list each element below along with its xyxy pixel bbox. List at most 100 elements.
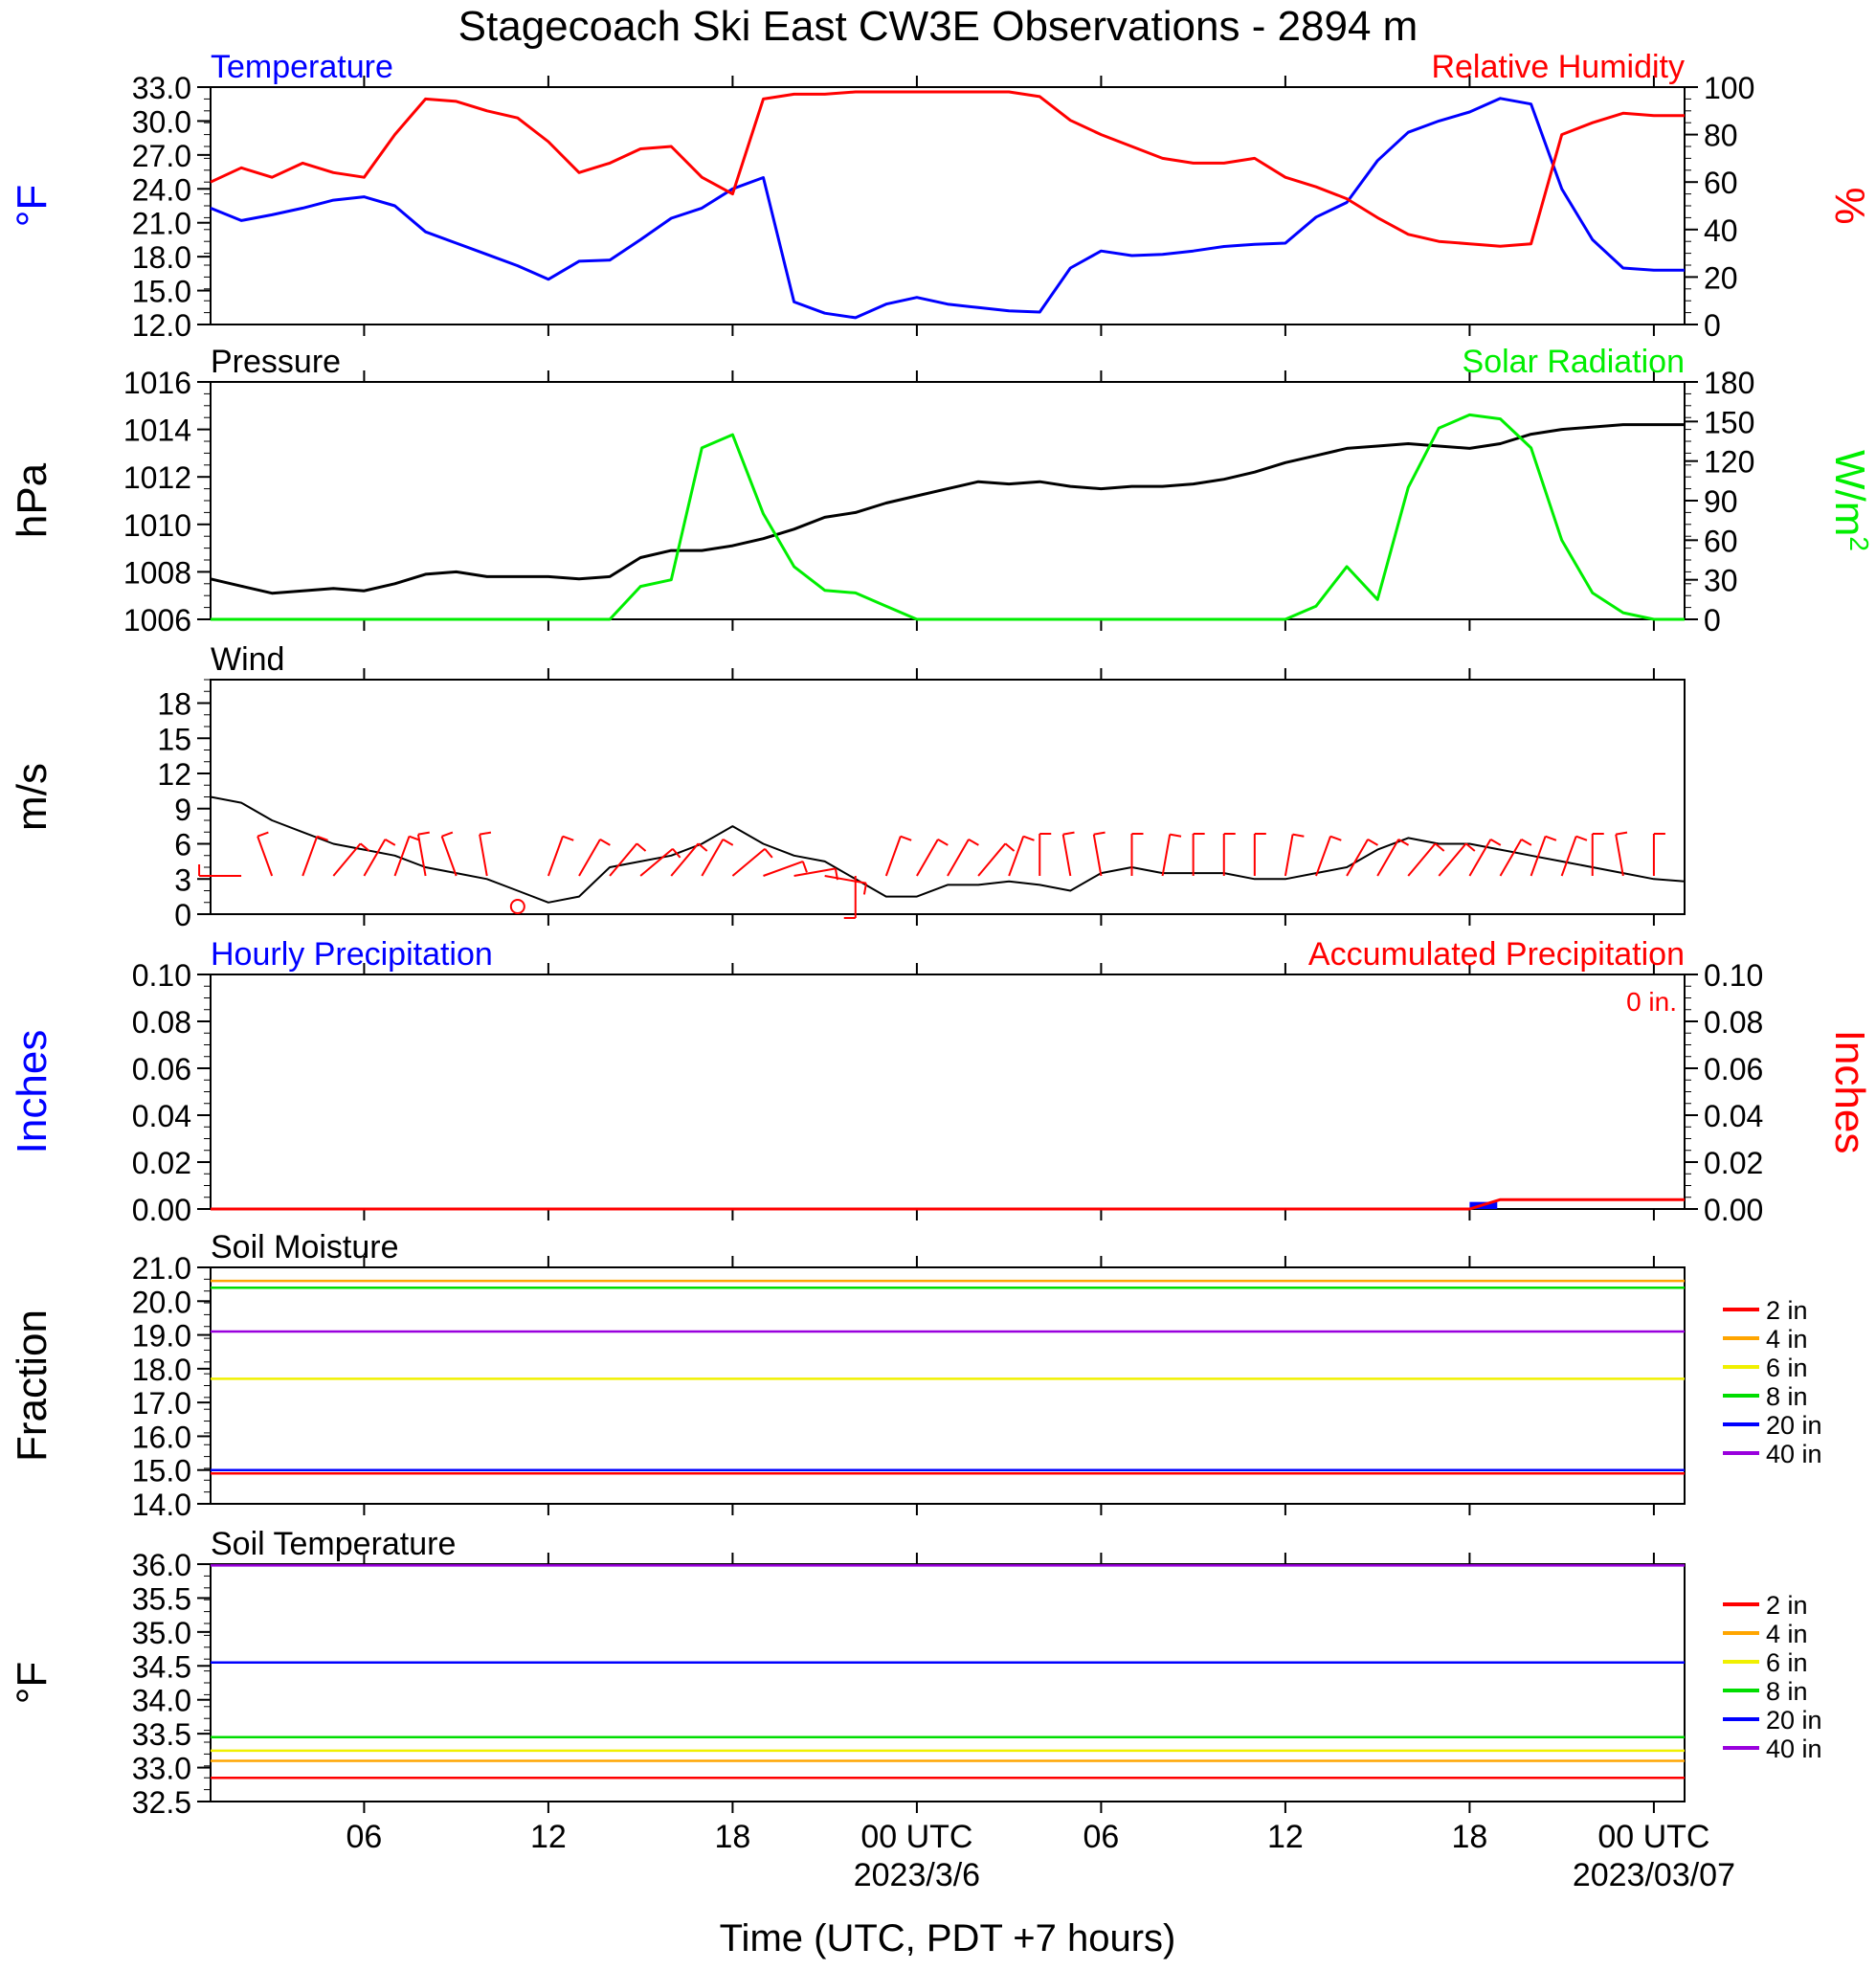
y-axis-label-left: hPa xyxy=(9,462,56,538)
time-tick-label: 06 xyxy=(1083,1819,1120,1855)
y-tick-label: 60 xyxy=(1704,524,1738,558)
y-tick-label: 24.0 xyxy=(132,172,191,207)
wind-barb xyxy=(977,842,1007,877)
y-tick-label: 17.0 xyxy=(132,1386,191,1421)
panel-title-left: Pressure xyxy=(211,344,341,380)
accumulated-total-label: 0 in. xyxy=(1626,987,1677,1017)
y-axis-label-right: Inches xyxy=(1826,1030,1873,1154)
legend-label: 8 in xyxy=(1766,1382,1808,1411)
wind-barb xyxy=(302,836,319,877)
wind-barb-flag xyxy=(316,835,328,841)
wind-barb-flag xyxy=(1022,835,1035,841)
y-tick-label: 0.10 xyxy=(1704,958,1763,993)
y-tick-label: 0.06 xyxy=(1704,1052,1763,1086)
series-temperature xyxy=(210,97,1685,320)
panel-title-right: Relative Humidity xyxy=(1431,49,1685,85)
y-tick-label: 12.0 xyxy=(132,308,191,343)
wind-barb-flag xyxy=(599,839,611,846)
panel-title-left: Hourly Precipitation xyxy=(211,936,493,973)
time-axis: Time (UTC, PDT +7 hours) 06 12 18 00 UTC 06 1… xyxy=(346,1819,1735,1959)
chart-title: Stagecoach Ski East CW3E Observations - … xyxy=(458,3,1418,50)
legend-label: 4 in xyxy=(1766,1325,1808,1354)
wind-barb xyxy=(547,836,564,877)
legend-label: 20 in xyxy=(1766,1411,1822,1440)
wind-barb-flag xyxy=(1545,835,1557,841)
wind-barb xyxy=(609,842,638,877)
y-tick-label: 1016 xyxy=(123,366,191,400)
panel-title-right: Accumulated Precipitation xyxy=(1308,936,1685,973)
wind-barb xyxy=(731,847,766,877)
wind-barb-flag xyxy=(1397,839,1410,846)
wind-barb xyxy=(393,836,411,877)
y-tick-label: 9 xyxy=(174,793,191,827)
wind-barb-flag xyxy=(722,839,734,846)
wind-barb-flag xyxy=(636,842,647,852)
wind-barb-flag xyxy=(862,883,867,895)
wind-barb xyxy=(578,839,601,877)
time-tick-label: 18 xyxy=(1452,1819,1488,1855)
wind-barb xyxy=(1092,834,1103,877)
legend-label: 4 in xyxy=(1766,1620,1808,1648)
wind-barb xyxy=(884,836,902,877)
y-axis-label-left: °F xyxy=(9,1662,56,1704)
wind-barb xyxy=(1560,836,1577,877)
y-tick-label: 0.04 xyxy=(132,1099,191,1133)
wind-barb xyxy=(1008,836,1025,877)
panel-title-left: Soil Temperature xyxy=(211,1526,456,1562)
wind-barb-flag xyxy=(1062,831,1075,836)
wind-barb-flag xyxy=(1616,831,1628,836)
series-solar-radiation xyxy=(211,413,1685,621)
wind-barb-flag xyxy=(1292,833,1305,838)
y-tick-label: 15 xyxy=(157,722,191,756)
wind-barb-flag xyxy=(672,848,681,859)
y-tick-label: 180 xyxy=(1704,366,1754,400)
y-tick-label: 1006 xyxy=(123,603,191,638)
panel-title-right: Solar Radiation xyxy=(1463,344,1685,380)
wind-barb xyxy=(1161,834,1172,877)
wind-barb-flag xyxy=(1521,839,1532,846)
wind-barb-flag xyxy=(1464,842,1476,852)
y-tick-label: 0.00 xyxy=(132,1193,191,1227)
wind-barb-flag xyxy=(562,835,574,841)
y-tick-label: 33.0 xyxy=(132,1752,191,1786)
y-tick-label: 0.10 xyxy=(132,958,191,993)
legend-label: 20 in xyxy=(1766,1706,1822,1735)
y-tick-label: 80 xyxy=(1704,119,1738,153)
y-tick-label: 36.0 xyxy=(132,1548,191,1582)
date-label: 2023/03/07 xyxy=(1573,1857,1735,1893)
y-tick-label: 27.0 xyxy=(132,139,191,173)
wind-barb-calm xyxy=(509,899,525,914)
wind-barb xyxy=(947,839,970,877)
panel-temp_rh: 12.015.018.021.024.027.030.033.0 0 20 40 60 8… xyxy=(9,49,1873,343)
time-tick-label: 12 xyxy=(530,1819,567,1855)
y-tick-label: 32.5 xyxy=(132,1785,191,1820)
wind-barb xyxy=(701,839,725,877)
time-axis-label: Time (UTC, PDT +7 hours) xyxy=(720,1917,1176,1959)
y-tick-label: 18.0 xyxy=(132,240,191,275)
wind-barb-flag xyxy=(1004,842,1016,852)
time-tick-label: 12 xyxy=(1267,1819,1304,1855)
wind-barb xyxy=(416,834,427,877)
y-tick-label: 20.0 xyxy=(132,1285,191,1319)
wind-barb-flag xyxy=(1575,835,1588,841)
y-tick-label: 16.0 xyxy=(132,1420,191,1454)
wind-barb-flag xyxy=(1093,831,1106,836)
wind-barb xyxy=(363,839,387,877)
wind-barb-flag xyxy=(1170,833,1182,838)
time-tick-label: 18 xyxy=(715,1819,751,1855)
wind-barb xyxy=(1438,842,1467,877)
wind-barb xyxy=(440,836,458,877)
y-tick-label: 33.0 xyxy=(132,71,191,105)
y-tick-label: 0 xyxy=(1704,308,1721,343)
chart-panels: 12.015.018.021.024.027.030.033.002040608… xyxy=(9,49,1875,1820)
wind-barb xyxy=(1376,839,1400,877)
y-tick-label: 6 xyxy=(174,828,191,862)
y-tick-label: 1014 xyxy=(123,414,191,448)
wind-barb xyxy=(639,847,674,877)
time-tick-label: 00 UTC xyxy=(1597,1819,1709,1855)
y-tick-label: 35.0 xyxy=(132,1616,191,1650)
wind-barb-flag xyxy=(1367,839,1378,846)
y-tick-label: 60 xyxy=(1704,166,1738,200)
